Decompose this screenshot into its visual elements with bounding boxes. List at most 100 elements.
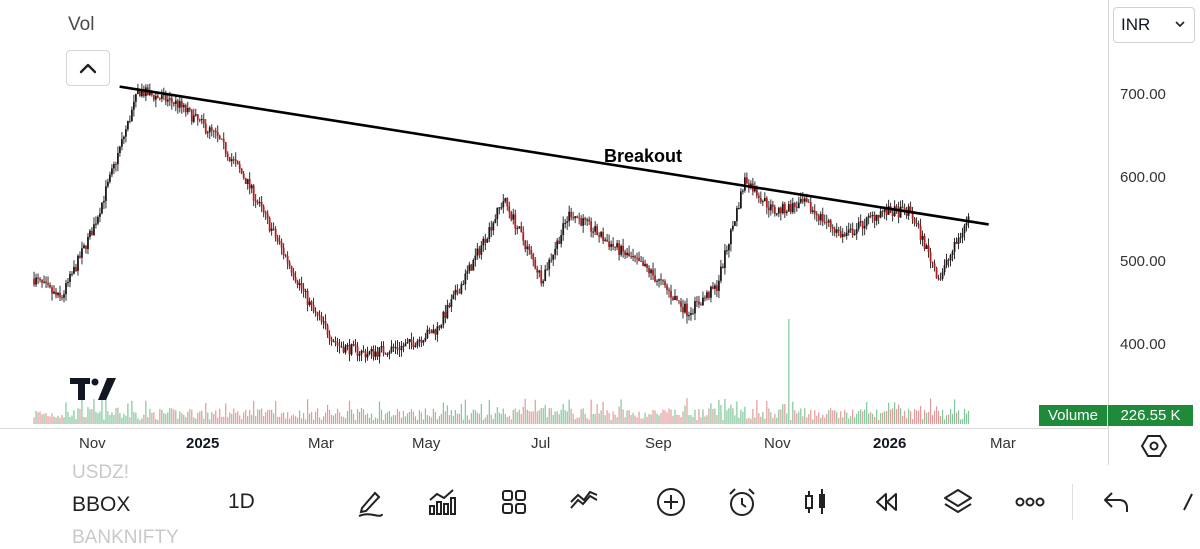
time-axis[interactable] xyxy=(0,428,1108,465)
drawing-tools-button[interactable] xyxy=(354,486,386,518)
breakout-trendline[interactable] xyxy=(119,85,989,226)
candle xyxy=(943,259,946,276)
volume-bar xyxy=(87,407,89,424)
candle xyxy=(318,310,321,321)
chart-area[interactable] xyxy=(0,0,1108,428)
volume-bar xyxy=(301,418,303,424)
volume-bar xyxy=(127,403,129,424)
volume-bar xyxy=(896,409,898,424)
candle xyxy=(49,282,51,289)
candle xyxy=(646,263,648,273)
candle xyxy=(300,276,303,294)
symbol-list-item-next[interactable]: BANKNIFTY xyxy=(72,527,179,548)
volume-bar xyxy=(490,414,492,424)
volume-bar xyxy=(183,414,185,424)
volume-bar xyxy=(906,418,908,424)
tradingview-logo-icon xyxy=(70,378,116,400)
volume-bar xyxy=(542,408,544,424)
undo-button[interactable] xyxy=(1100,486,1132,518)
volume-bar xyxy=(945,415,948,424)
candle xyxy=(913,217,916,227)
volume-bar xyxy=(788,319,790,424)
volume-bar xyxy=(840,411,842,424)
volume-bar xyxy=(448,415,450,424)
volume-bar xyxy=(736,401,738,424)
candle xyxy=(610,240,613,252)
candle xyxy=(460,281,463,295)
volume-bar xyxy=(927,411,930,424)
volume-bar xyxy=(57,415,59,424)
replay-button[interactable] xyxy=(870,486,902,518)
candle xyxy=(202,113,205,129)
volume-bar xyxy=(494,413,496,424)
indicators-button[interactable] xyxy=(426,486,458,518)
candle xyxy=(670,284,672,305)
alert-icon xyxy=(729,488,755,516)
volume-bar xyxy=(384,413,387,424)
candle xyxy=(170,94,173,110)
overflow-menu-button[interactable] xyxy=(1176,486,1196,518)
volume-bar xyxy=(149,408,151,424)
candle xyxy=(396,339,399,355)
layouts-button[interactable] xyxy=(498,486,530,518)
volume-bar xyxy=(111,412,113,424)
candle xyxy=(362,345,365,353)
chart-type-button[interactable] xyxy=(800,486,832,518)
compare-button[interactable] xyxy=(568,486,600,518)
candle xyxy=(749,180,752,190)
candle xyxy=(562,216,565,241)
chart-settings-button[interactable] xyxy=(1140,432,1168,460)
volume-bar xyxy=(812,419,814,424)
collapse-legend-button[interactable] xyxy=(66,50,110,86)
volume-bar xyxy=(931,415,934,424)
candle xyxy=(470,263,473,271)
volume-bar xyxy=(790,419,792,424)
candle xyxy=(69,270,71,288)
symbol-list-item-prev[interactable]: USDZ! xyxy=(72,462,129,483)
more-button[interactable] xyxy=(1014,486,1046,518)
price-label: 400.00 xyxy=(1120,336,1166,353)
candle xyxy=(33,271,35,287)
volume-bar xyxy=(826,414,828,424)
alert-button[interactable] xyxy=(726,486,758,518)
volume-bar xyxy=(716,414,718,424)
breakout-annotation[interactable]: Breakout xyxy=(604,146,683,166)
volume-bar xyxy=(33,417,35,424)
candle xyxy=(686,298,688,324)
volume-bar xyxy=(157,419,159,424)
candle xyxy=(911,206,914,224)
candle xyxy=(959,232,962,243)
volume-bar xyxy=(442,402,444,424)
volume-bar xyxy=(271,409,273,424)
candle xyxy=(83,243,85,249)
currency-select[interactable]: INR xyxy=(1113,7,1195,43)
candle xyxy=(420,336,423,347)
candle xyxy=(674,289,676,301)
volume-bar xyxy=(726,410,728,424)
volume-bar xyxy=(500,413,502,424)
volume-bar xyxy=(137,418,139,424)
volume-bar xyxy=(566,411,568,424)
volume-bar xyxy=(129,417,131,424)
volume-bar xyxy=(63,417,65,424)
volume-bar xyxy=(97,413,99,424)
object-tree-button[interactable] xyxy=(942,486,974,518)
volume-bar xyxy=(324,412,327,424)
candle xyxy=(276,234,279,245)
volume-bar xyxy=(724,398,726,424)
volume-bar xyxy=(834,409,836,424)
volume-bar xyxy=(109,415,111,424)
candle xyxy=(660,273,662,286)
volume-bar xyxy=(626,410,628,424)
volume-bar xyxy=(596,404,598,424)
price-chart[interactable] xyxy=(0,0,1108,428)
candle xyxy=(728,243,730,258)
add-button[interactable] xyxy=(655,486,687,518)
volume-bar xyxy=(243,412,245,424)
candle xyxy=(785,209,788,216)
price-axis[interactable] xyxy=(1108,0,1200,465)
candle xyxy=(176,98,179,114)
candle xyxy=(702,291,704,306)
symbol-search-button[interactable]: BBOX xyxy=(72,493,131,516)
interval-button[interactable]: 1D xyxy=(228,490,255,513)
